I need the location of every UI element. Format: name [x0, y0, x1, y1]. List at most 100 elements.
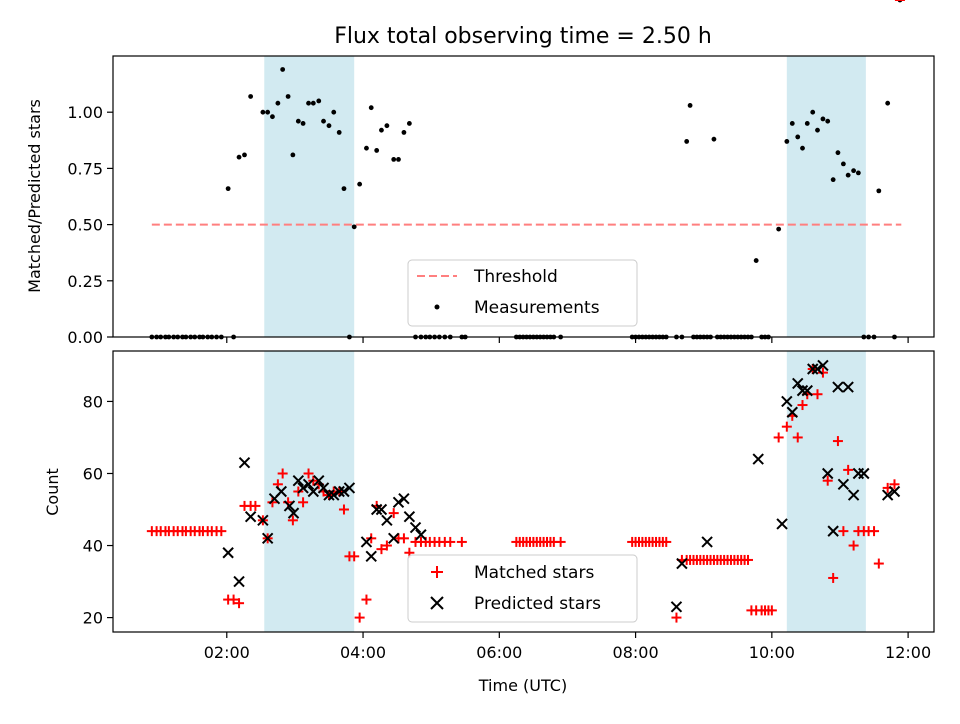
predicted-star-point — [375, 503, 388, 516]
matched-star-point — [773, 432, 784, 443]
predicted-star-point — [338, 485, 350, 498]
measurement-point — [368, 105, 374, 111]
matched-star-point — [338, 504, 349, 515]
predicted-star-point — [302, 478, 315, 491]
predicted-star-point — [827, 525, 839, 537]
predicted-star-point — [317, 482, 330, 494]
chart-title: Flux total observing time = 2.50 h — [334, 24, 712, 49]
matched-star-point — [832, 436, 843, 447]
measurement-point — [295, 118, 301, 124]
matched-star-point — [742, 554, 753, 565]
measurement-point — [776, 226, 782, 232]
measurement-point — [379, 127, 384, 133]
predicted-star-point — [238, 456, 251, 469]
observing-window-1 — [264, 56, 355, 337]
matched-star-point — [303, 468, 314, 479]
measurement-point — [804, 121, 810, 126]
predicted-star-point — [398, 492, 410, 505]
top-y-axis-label: Matched/Predicted stars — [25, 99, 44, 293]
y-tick-label: 0.25 — [67, 272, 103, 291]
top-legend: Threshold Measurements — [407, 259, 638, 327]
measurement-point — [753, 258, 759, 263]
matched-star-point — [298, 497, 309, 508]
measurement-point — [401, 130, 407, 135]
matched-star-point — [287, 515, 298, 526]
measurement-point — [364, 145, 369, 151]
matched-star-point — [828, 572, 839, 583]
y-tick-label: 0.50 — [67, 216, 103, 235]
measurement-point — [851, 168, 857, 174]
predicted-star-point — [817, 359, 829, 372]
predicted-star-point — [776, 518, 788, 530]
matched-star-point — [228, 594, 239, 605]
predicted-star-point — [297, 482, 309, 494]
measurement-point — [840, 161, 846, 167]
measurement-point — [300, 121, 306, 126]
predicted-star-point — [670, 601, 683, 613]
y-tick-label: 80 — [83, 392, 103, 411]
predicted-star-point — [847, 489, 860, 501]
predicted-star-point — [370, 503, 383, 516]
measurement-point — [855, 170, 861, 176]
predicted-star-point — [222, 547, 234, 559]
predicted-star-point — [403, 511, 416, 523]
measurement-point — [835, 150, 841, 156]
y-tick-label: 20 — [83, 609, 103, 628]
predicted-star-point — [257, 514, 269, 527]
measurement-point — [242, 152, 247, 158]
predicted-star-point — [842, 381, 854, 393]
matched-star-point — [354, 612, 365, 623]
y-tick-label: 60 — [83, 464, 103, 483]
measurement-point — [825, 118, 831, 124]
measurement-point — [795, 134, 801, 140]
measurement-point — [248, 94, 254, 99]
measurement-point — [265, 109, 271, 115]
predicted-star-point — [786, 406, 798, 418]
measurement-point — [225, 186, 231, 192]
matched-star-point — [361, 594, 372, 605]
legend-measurements-marker — [434, 304, 440, 310]
matched-star-point — [445, 536, 456, 547]
matched-star-point — [555, 536, 566, 547]
y-tick-label: 40 — [83, 537, 103, 556]
measurement-point — [711, 136, 717, 142]
measurement-point — [316, 98, 322, 104]
x-tick-label: 06:00 — [476, 643, 522, 662]
matched-star-point — [267, 497, 278, 508]
matched-star-point — [797, 400, 808, 411]
bottom-y-axis-label: Count — [43, 468, 62, 516]
matched-star-point — [869, 526, 880, 537]
matched-star-point — [781, 421, 792, 432]
plot-frame — [112, 55, 935, 338]
predicted-star-point — [323, 489, 335, 501]
matched-star-point — [234, 598, 245, 609]
predicted-star-point — [313, 474, 325, 487]
measurement-point — [406, 121, 412, 126]
measurement-point — [784, 139, 790, 144]
matched-star-point — [661, 536, 672, 547]
measurement-point — [357, 181, 363, 187]
predicted-star-point — [261, 532, 274, 545]
predicted-star-point — [343, 482, 356, 494]
measurement-point — [800, 145, 805, 151]
matched-star-point — [766, 605, 777, 616]
matched-star-point — [277, 468, 288, 479]
predicted-star-point — [676, 557, 688, 570]
x-tick-label: 12:00 — [885, 643, 931, 662]
matched-star-point — [671, 612, 682, 623]
measurement-point — [290, 152, 296, 158]
matched-star-point — [873, 558, 884, 569]
predicted-star-point — [360, 536, 373, 548]
measurement-point — [331, 109, 337, 115]
predicted-star-point — [837, 478, 850, 491]
measurement-point — [336, 130, 342, 135]
measurement-point — [321, 118, 326, 124]
predicted-star-point — [233, 575, 245, 588]
measurement-point — [684, 139, 690, 144]
predicted-star-point — [328, 489, 340, 501]
observing-window-2 — [786, 56, 866, 337]
matched-star-point — [812, 389, 823, 400]
matched-star-point — [889, 479, 900, 490]
legend-matched-label: Matched stars — [474, 563, 594, 583]
